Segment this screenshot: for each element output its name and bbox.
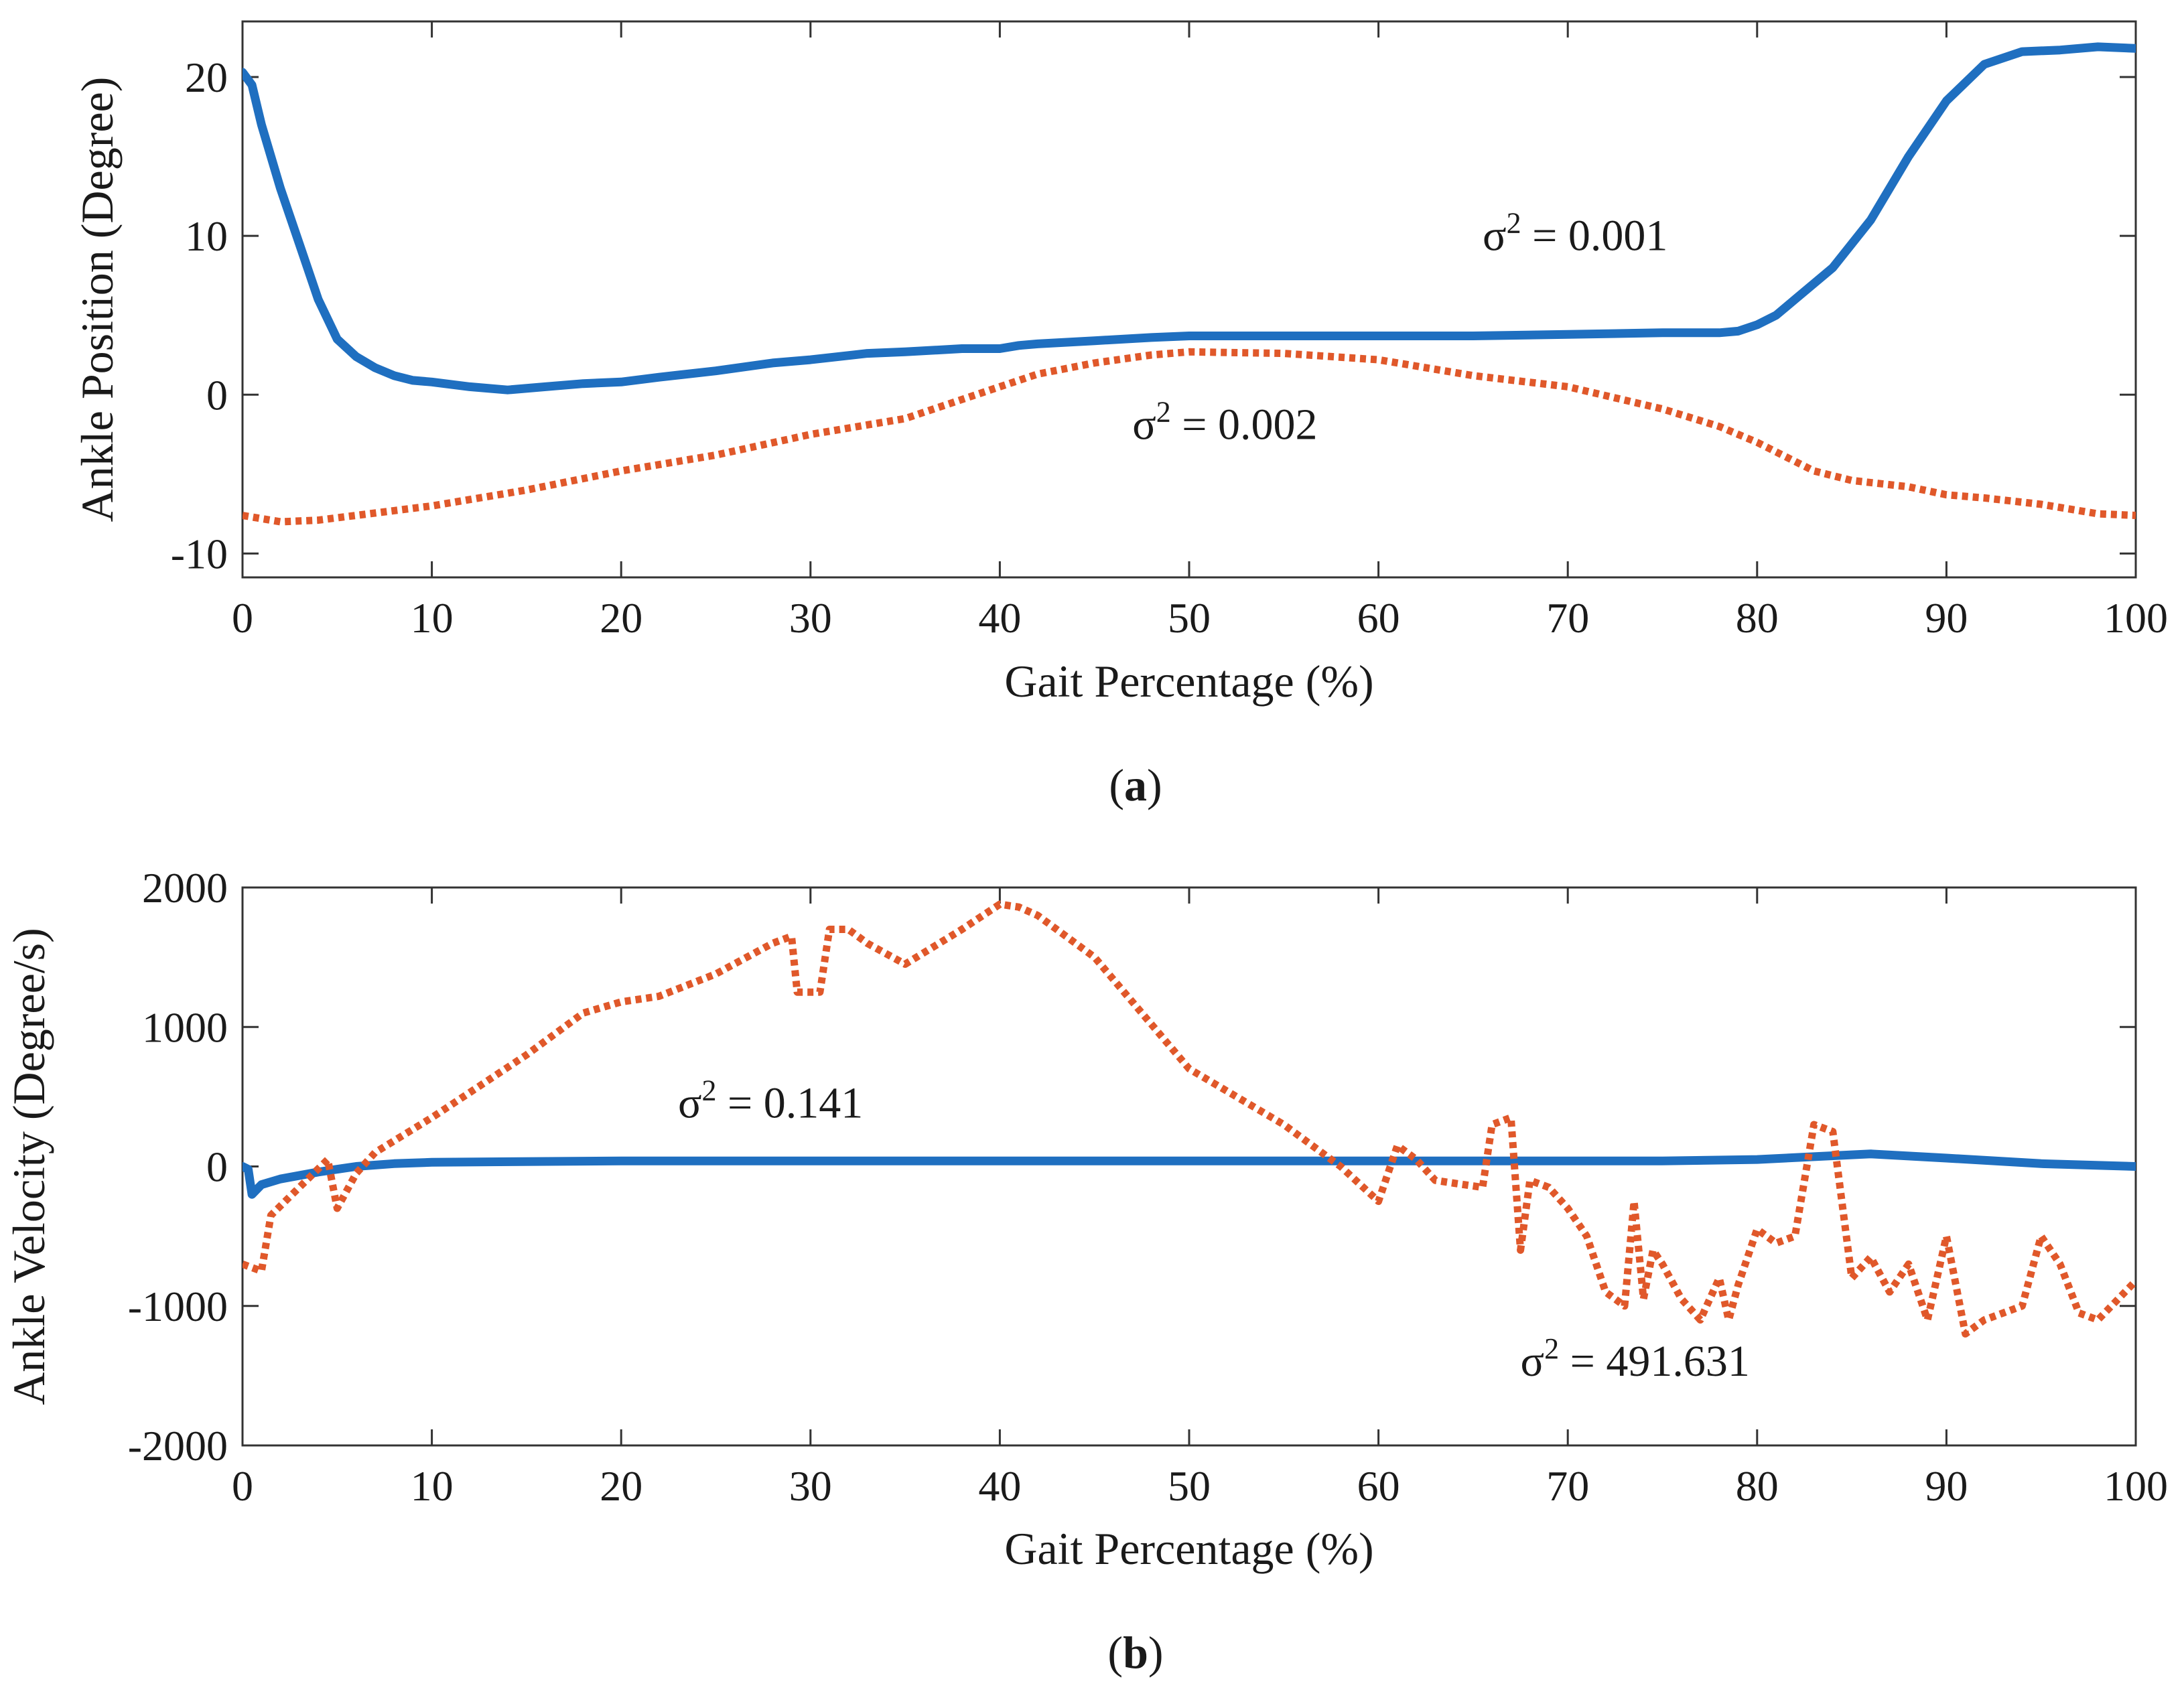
y-tick-label: -10: [171, 530, 228, 577]
sigma-superscript: 2: [1507, 206, 1521, 239]
x-tick-label: 90: [1925, 594, 1968, 642]
x-tick-label: 30: [789, 594, 832, 642]
y-tick-label: 10: [185, 212, 228, 260]
x-tick-label: 80: [1736, 1462, 1779, 1510]
panel-label: (a): [1109, 760, 1162, 810]
x-tick-label: 30: [789, 1462, 832, 1510]
variance-annotation: σ2 = 0.002: [1132, 396, 1317, 449]
x-tick-label: 10: [411, 594, 454, 642]
y-tick-label: -1000: [128, 1283, 228, 1330]
plot-frame: [241, 886, 2137, 1447]
x-axis-label: Gait Percentage (%): [1004, 656, 1373, 707]
x-tick-label: 10: [411, 1462, 454, 1510]
series-line-solid-series: [243, 42, 2136, 395]
x-tick-label: 50: [1168, 594, 1211, 642]
variance-annotation: σ2 = 0.141: [678, 1074, 863, 1128]
variance-value: = 491.631: [1559, 1337, 1750, 1386]
y-axis-label: Ankle Position (Degree): [72, 77, 123, 522]
sigma-superscript: 2: [1544, 1332, 1559, 1365]
panel-label-close: ): [1147, 760, 1162, 810]
panel-label-close: ): [1148, 1627, 1164, 1678]
x-tick-label: 70: [1546, 594, 1589, 642]
panel-label-letter: b: [1123, 1627, 1148, 1678]
y-tick-label: -2000: [128, 1422, 228, 1470]
sigma-superscript: 2: [1156, 396, 1171, 429]
series-line-dotted-series: [243, 348, 2136, 526]
variance-annotation: σ2 = 0.001: [1483, 206, 1667, 260]
x-tick-label: 100: [2104, 1462, 2168, 1510]
x-tick-label: 100: [2104, 594, 2168, 642]
x-tick-label: 60: [1357, 1462, 1400, 1510]
y-tick-label: 0: [206, 371, 228, 419]
sigma-symbol: σ: [1521, 1337, 1545, 1386]
plot-frame: [241, 20, 2137, 579]
series-line-solid-series: [243, 1149, 2136, 1199]
variance-value: = 0.001: [1521, 211, 1668, 260]
chart-panel-b: 0 10 20 30 40 50 60 70 80 90 100 -2000 -1000 0 1000 200…: [3, 864, 2168, 1678]
x-tick-label: 40: [978, 594, 1021, 642]
y-tick-label: 20: [185, 54, 228, 101]
x-tick-label: 60: [1357, 594, 1400, 642]
x-tick-label: 80: [1736, 594, 1779, 642]
x-tick-label: 0: [232, 594, 253, 642]
x-tick-label: 50: [1168, 1462, 1211, 1510]
y-tick-label: 0: [206, 1143, 228, 1191]
x-tick-label: 20: [600, 1462, 642, 1510]
panel-label-open: (: [1109, 760, 1124, 810]
x-tick-label: 70: [1546, 1462, 1589, 1510]
panel-label: (b): [1107, 1627, 1163, 1678]
series-line-dotted-series: [243, 900, 2136, 1338]
sigma-superscript: 2: [702, 1074, 717, 1107]
variance-value: = 0.002: [1171, 401, 1318, 449]
x-axis-label: Gait Percentage (%): [1004, 1523, 1373, 1574]
sigma-symbol: σ: [1132, 401, 1156, 449]
variance-annotation: σ2 = 491.631: [1521, 1332, 1750, 1386]
x-tick-label: 90: [1925, 1462, 1968, 1510]
sigma-symbol: σ: [678, 1079, 702, 1128]
y-axis-label: Ankle Velocity (Degree/s): [3, 928, 54, 1405]
x-tick-label: 20: [600, 594, 642, 642]
x-tick-label: 0: [232, 1462, 253, 1510]
panel-label-open: (: [1107, 1627, 1123, 1678]
y-tick-label: 2000: [142, 864, 228, 912]
variance-value: = 0.141: [717, 1079, 864, 1128]
sigma-symbol: σ: [1483, 211, 1507, 260]
y-tick-label: 1000: [142, 1003, 228, 1051]
panel-label-letter: a: [1124, 760, 1147, 810]
x-tick-label: 40: [978, 1462, 1021, 1510]
